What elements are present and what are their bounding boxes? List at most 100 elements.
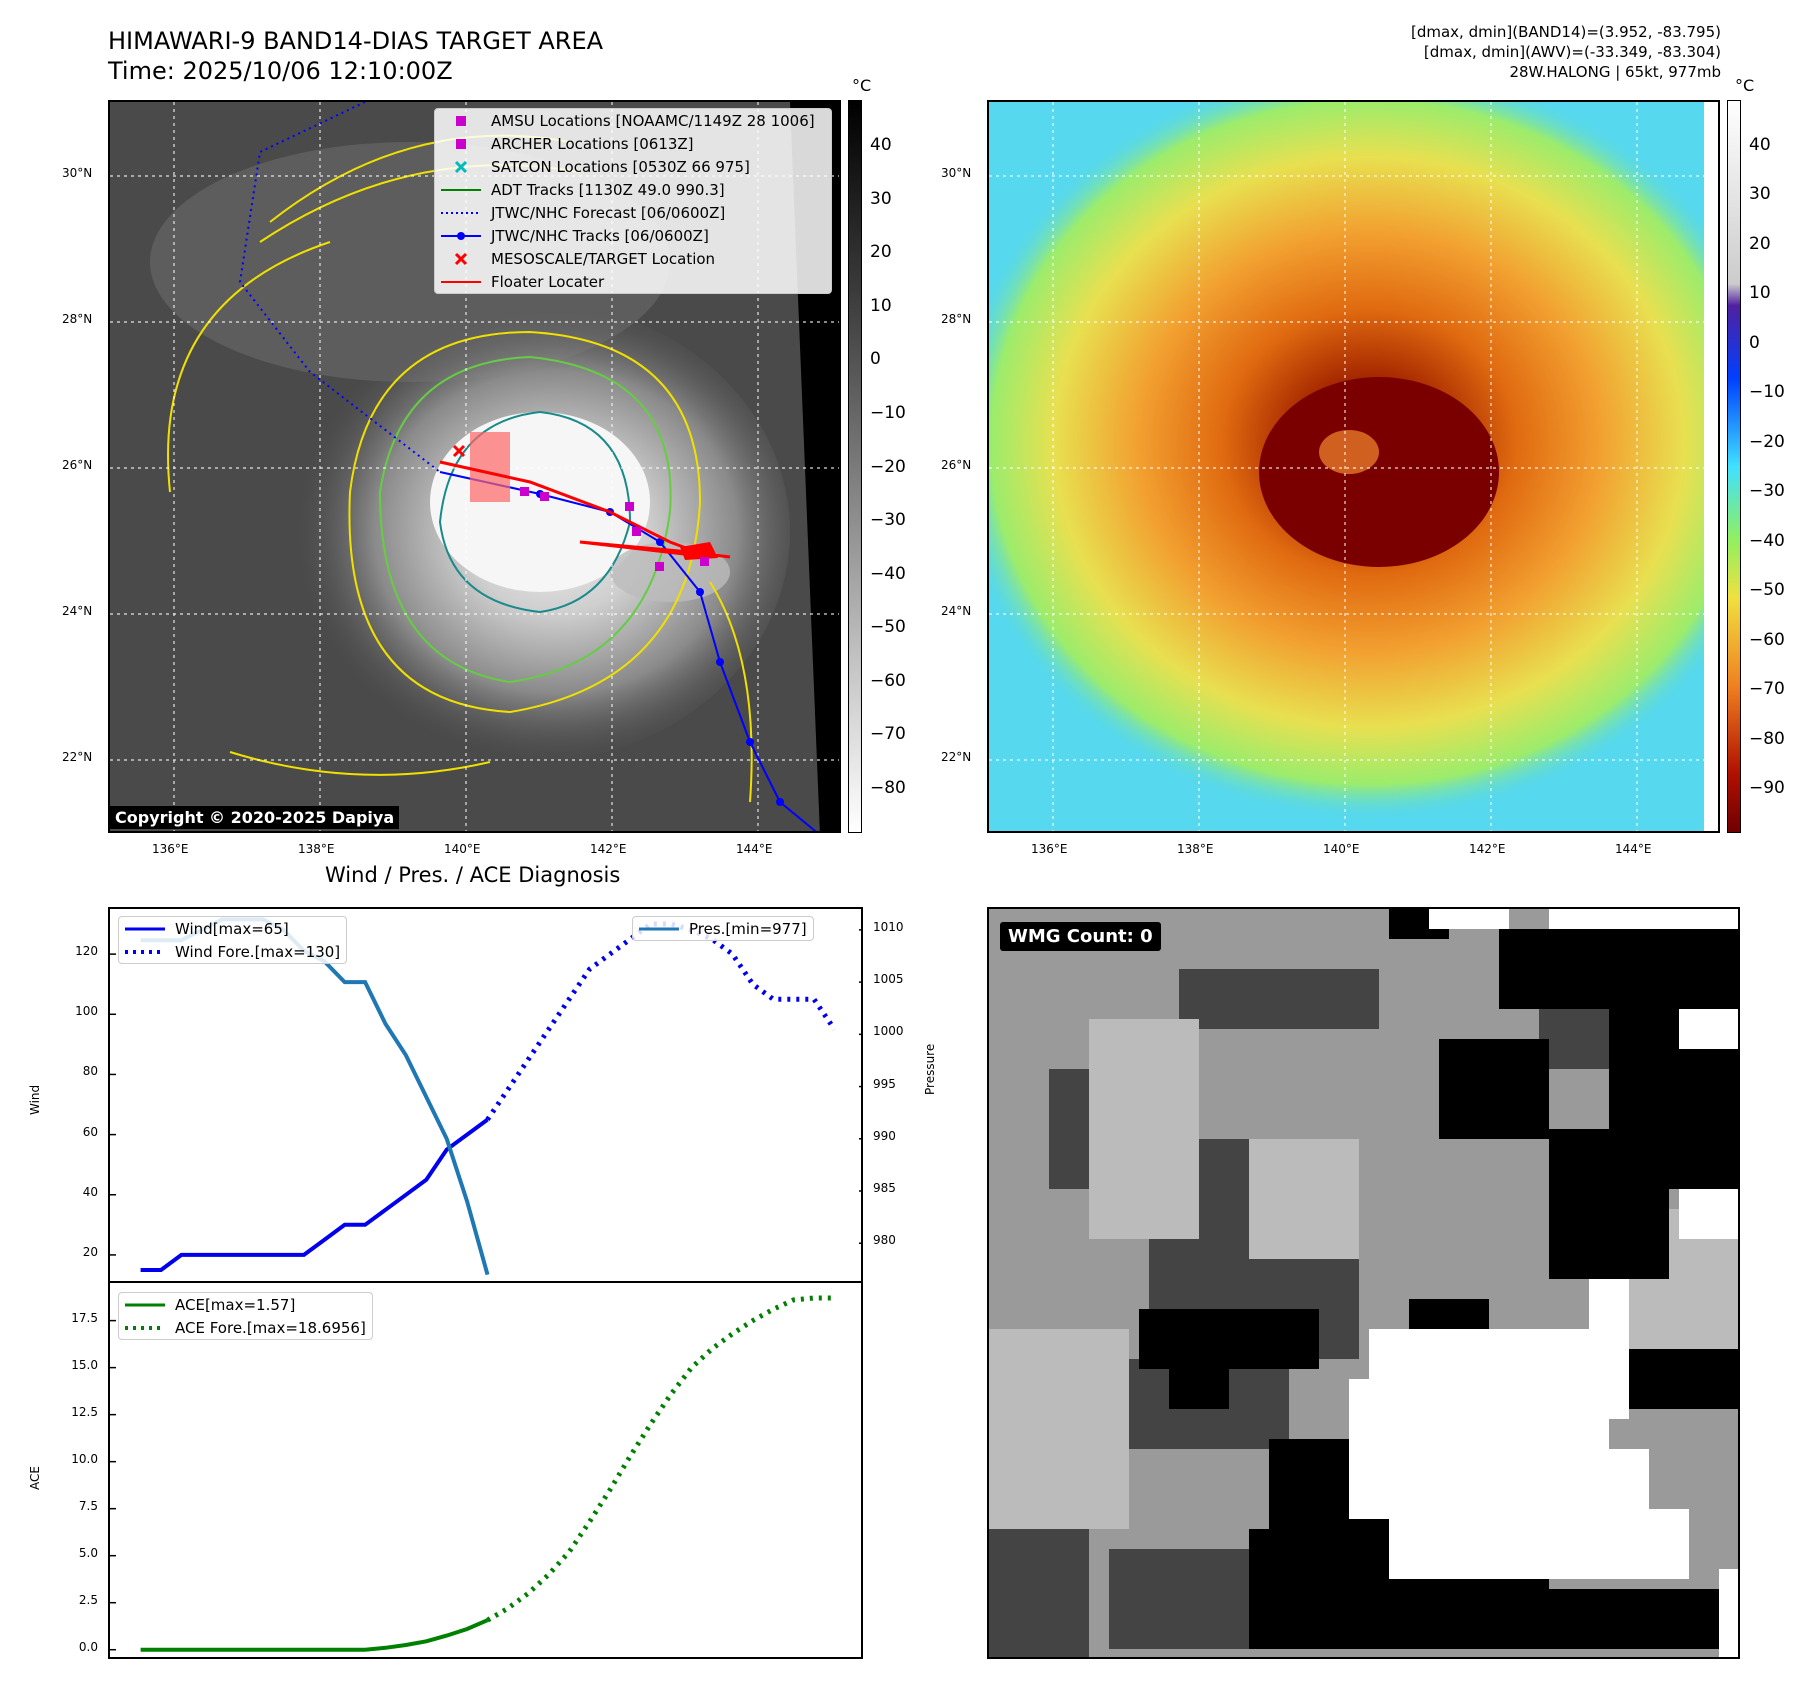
ir-legend-item: SATCON Locations [0530Z 66 975] <box>435 155 831 178</box>
y-tick-label: 100 <box>75 1004 98 1019</box>
longitude-label: 142°E <box>590 842 627 856</box>
legend-swatch-icon <box>441 274 481 290</box>
title-line-2: Time: 2025/10/06 12:10:00Z <box>108 57 453 85</box>
longitude-label: 144°E <box>1615 842 1652 856</box>
y-tick-label: 15.0 <box>71 1357 98 1372</box>
info-block: [dmax, dmin](BAND14)=(3.952, -83.795) [d… <box>1411 22 1721 82</box>
latitude-label: 26°N <box>62 458 93 472</box>
y-tick-label: 10.0 <box>71 1451 98 1466</box>
ir-colorbar-unit: °C <box>852 76 872 95</box>
y-tick-label: 5.0 <box>78 1545 98 1560</box>
wind-legend-label: Wind[max=65] <box>175 919 289 938</box>
ir-legend-label: JTWC/NHC Forecast [06/0600Z] <box>491 203 726 222</box>
legend-swatch-icon <box>441 159 481 175</box>
pressure-legend-label: Pres.[min=977] <box>689 919 807 938</box>
longitude-label: 140°E <box>444 842 481 856</box>
pressure-legend: Pres.[min=977] <box>632 916 814 941</box>
longitude-label: 144°E <box>736 842 773 856</box>
wmg-imagery <box>989 909 1738 1657</box>
y-tick-label: 7.5 <box>78 1498 98 1513</box>
y-tick-label: 60 <box>82 1124 98 1139</box>
ir-legend-label: SATCON Locations [0530Z 66 975] <box>491 157 750 176</box>
colorbar-tick-label: −40 <box>1749 530 1785 551</box>
diagnosis-title: Wind / Pres. / ACE Diagnosis <box>325 863 621 887</box>
colorbar-tick-label: 30 <box>1749 184 1771 205</box>
wind-pressure-chart <box>108 907 863 1283</box>
y-tick-label: 80 <box>82 1064 98 1079</box>
y2-tick-label: 990 <box>873 1128 896 1143</box>
ir-legend-item: AMSU Locations [NOAAMC/1149Z 28 1006] <box>435 109 831 132</box>
wind-fore-legend-label: Wind Fore.[max=130] <box>175 942 341 961</box>
latitude-label: 22°N <box>941 750 972 764</box>
y-tick-label: 17.5 <box>71 1310 98 1325</box>
ace-plot <box>110 1295 835 1652</box>
colorbar-tick-label: −40 <box>870 563 906 584</box>
y-axis-label: ACE <box>28 1466 42 1490</box>
ir-legend-item: MESOSCALE/TARGET Location <box>435 247 831 270</box>
legend-swatch-icon <box>441 182 481 198</box>
latitude-label: 30°N <box>62 166 93 180</box>
ace-legend-label: ACE[max=1.57] <box>175 1295 296 1314</box>
ir-legend-item: JTWC/NHC Tracks [06/0600Z] <box>435 224 831 247</box>
latitude-label: 24°N <box>62 604 93 618</box>
colorbar-tick-label: −70 <box>870 724 906 745</box>
colorbar-tick-label: −60 <box>1749 629 1785 650</box>
colorbar-tick-label: −90 <box>1749 778 1785 798</box>
title-line-1: HIMAWARI-9 BAND14-DIAS TARGET AREA <box>108 27 604 55</box>
ir-legend-label: MESOSCALE/TARGET Location <box>491 249 716 268</box>
longitude-label: 138°E <box>1177 842 1214 856</box>
y-tick-label: 2.5 <box>78 1592 98 1607</box>
info-line-2: [dmax, dmin](AWV)=(-33.349, -83.304) <box>1423 43 1721 61</box>
colorbar-tick-label: 10 <box>1749 283 1771 304</box>
awv-satellite-panel <box>987 100 1720 833</box>
series-line <box>140 1117 489 1272</box>
colorbar-tick-label: −10 <box>1749 382 1785 403</box>
longitude-label: 136°E <box>152 842 189 856</box>
y-tick-label: 40 <box>82 1184 98 1199</box>
colorbar-tick-label: −50 <box>870 617 906 638</box>
ace-chart <box>108 1281 863 1659</box>
y2-tick-label: 980 <box>873 1233 896 1248</box>
legend-swatch-icon <box>441 205 481 221</box>
colorbar-tick-label: −20 <box>870 456 906 477</box>
colorbar-tick-label: 20 <box>870 242 892 263</box>
colorbar-tick-label: −80 <box>1749 728 1785 749</box>
latitude-label: 28°N <box>941 312 972 326</box>
wind-pressure-plot <box>110 917 861 1276</box>
latitude-label: 26°N <box>941 458 972 472</box>
longitude-label: 142°E <box>1469 842 1506 856</box>
legend-swatch-icon <box>441 251 481 267</box>
colorbar-tick-label: −50 <box>1749 580 1785 601</box>
longitude-label: 140°E <box>1323 842 1360 856</box>
ir-legend-item: ADT Tracks [1130Z 49.0 990.3] <box>435 178 831 201</box>
y-axis-label: Wind <box>28 1084 42 1115</box>
colorbar-tick-label: 0 <box>870 349 881 370</box>
y-tick-label: 12.5 <box>71 1404 98 1419</box>
series-line <box>140 1618 489 1652</box>
colorbar-tick-label: 40 <box>870 135 892 155</box>
colorbar-tick-label: 30 <box>870 188 892 209</box>
ace-fore-legend-item: ACE Fore.[max=18.6956] <box>119 1316 372 1339</box>
ir-legend-label: JTWC/NHC Tracks [06/0600Z] <box>491 226 709 245</box>
latitude-label: 30°N <box>941 166 972 180</box>
colorbar-tick-label: 0 <box>1749 332 1760 353</box>
colorbar-tick-label: −30 <box>870 510 906 531</box>
awv-colorbar-unit: °C <box>1735 76 1755 95</box>
y2-tick-label: 995 <box>873 1076 896 1091</box>
colorbar-tick-label: −80 <box>870 778 906 798</box>
info-line-3: 28W.HALONG | 65kt, 977mb <box>1509 63 1721 81</box>
colorbar-tick-label: −60 <box>870 670 906 691</box>
legend-swatch-icon <box>441 136 481 152</box>
legend-swatch-icon <box>441 113 481 129</box>
y-tick-label: 0.0 <box>78 1639 98 1654</box>
ir-legend-item: JTWC/NHC Forecast [06/0600Z] <box>435 201 831 224</box>
latitude-label: 22°N <box>62 750 93 764</box>
ir-legend-item: ARCHER Locations [0613Z] <box>435 132 831 155</box>
colorbar-tick-label: 10 <box>870 295 892 316</box>
colorbar-tick-label: 40 <box>1749 135 1771 155</box>
info-line-1: [dmax, dmin](BAND14)=(3.952, -83.795) <box>1410 23 1721 41</box>
longitude-label: 138°E <box>298 842 335 856</box>
wind-legend-item: Wind[max=65] <box>119 917 346 940</box>
y2-tick-label: 1010 <box>873 919 904 934</box>
series-line <box>140 917 490 1276</box>
